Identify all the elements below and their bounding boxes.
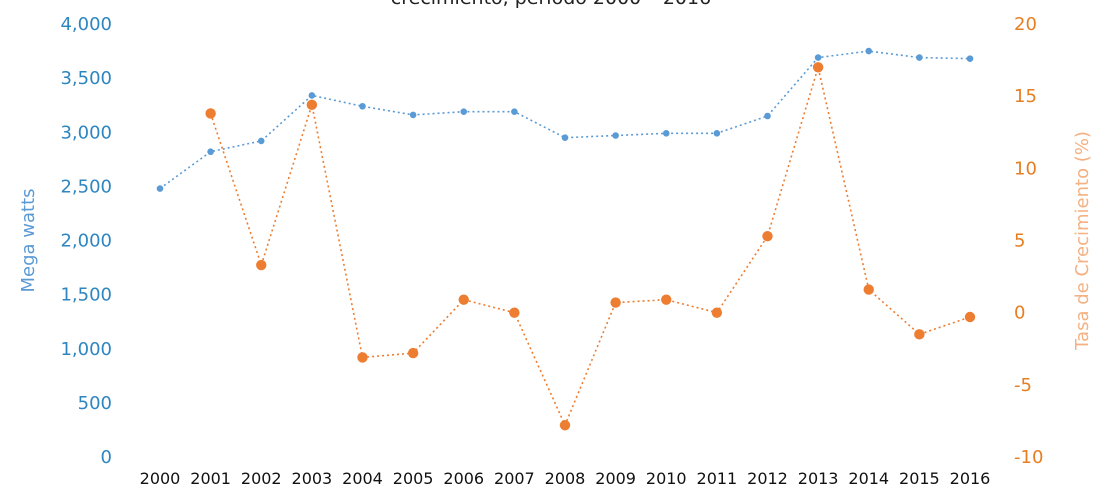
point-megawatts [814, 54, 822, 61]
point-megawatts [713, 130, 721, 137]
point-megawatts [207, 148, 214, 156]
series-points [156, 47, 976, 431]
y-tick-right-label: 10 [1014, 158, 1037, 179]
point-megawatts [409, 111, 417, 119]
point-growth-rate [964, 311, 976, 323]
point-growth-rate [610, 297, 621, 308]
y-axis-left-label: Mega watts [18, 188, 39, 292]
series-line-growth-rate [209, 64, 971, 428]
point-megawatts [308, 92, 316, 99]
x-tick-label: 2012 [747, 469, 788, 488]
point-megawatts [966, 55, 974, 62]
y-tick-right-label: 20 [1014, 14, 1037, 35]
y-tick-left-label: 3,000 [60, 122, 112, 143]
x-tick-label: 2006 [443, 469, 484, 488]
point-megawatts [764, 112, 771, 120]
x-tick-label: 2003 [292, 469, 333, 488]
point-growth-rate [357, 352, 368, 363]
y-tick-left-label: 4,000 [60, 14, 112, 35]
y-tick-left-label: 500 [78, 393, 112, 414]
x-tick-label: 2005 [393, 469, 434, 488]
point-growth-rate [509, 307, 520, 318]
y-tick-left-label: 1,500 [60, 285, 112, 306]
point-growth-rate [812, 62, 824, 73]
point-megawatts [612, 132, 619, 139]
series-lines [159, 50, 971, 428]
point-growth-rate [762, 230, 773, 242]
point-megawatts [257, 137, 265, 145]
x-tick-label: 2010 [646, 469, 687, 488]
x-tick-label: 2015 [899, 469, 940, 488]
x-axis-ticks: 2000 2001 2002 2003 2004 2005 2006 2007 2008 2009… [140, 469, 991, 488]
x-tick-label: 2001 [190, 469, 231, 488]
y-axis-right-label: Tasa de Crecimiento (%) [1072, 131, 1093, 351]
y-tick-right-label: -10 [1014, 447, 1043, 468]
y-axis-right-ticks: -10 -5 0 5 10 15 20 [1014, 14, 1043, 468]
point-megawatts [511, 108, 518, 115]
point-megawatts [359, 102, 366, 110]
point-growth-rate [661, 294, 672, 305]
y-tick-left-label: 1,000 [60, 339, 112, 360]
point-growth-rate [458, 294, 469, 305]
x-tick-label: 2000 [140, 469, 181, 488]
y-tick-right-label: 5 [1014, 231, 1025, 252]
y-axis-left-ticks: 0 500 1,000 1,500 2,000 2,500 3,000 3,500 4,000 [60, 14, 112, 468]
x-tick-label: 2009 [595, 469, 636, 488]
point-growth-rate [407, 347, 419, 359]
y-tick-left-label: 0 [101, 447, 112, 468]
series-line-megawatts [159, 50, 971, 190]
x-tick-label: 2014 [848, 469, 889, 488]
y-tick-right-label: 0 [1014, 303, 1025, 324]
point-megawatts [662, 130, 670, 137]
point-megawatts [156, 185, 164, 192]
y-tick-left-label: 3,500 [60, 68, 112, 89]
point-growth-rate [256, 259, 267, 271]
y-tick-right-label: 15 [1014, 86, 1037, 107]
point-growth-rate [306, 99, 318, 111]
x-tick-label: 2004 [342, 469, 383, 488]
point-growth-rate [205, 108, 216, 119]
point-growth-rate [914, 329, 925, 340]
x-tick-label: 2011 [697, 469, 738, 488]
x-tick-label: 2013 [798, 469, 839, 488]
point-growth-rate [711, 307, 723, 318]
x-tick-label: 2016 [950, 469, 991, 488]
point-megawatts [561, 134, 569, 141]
x-tick-label: 2002 [241, 469, 282, 488]
point-growth-rate [863, 284, 874, 295]
chart-title: crecimiento, periodo 2000 – 2016 [391, 0, 711, 9]
point-growth-rate [559, 420, 571, 431]
y-tick-left-label: 2,000 [60, 231, 112, 252]
point-megawatts [865, 47, 873, 55]
point-megawatts [460, 108, 468, 115]
y-tick-left-label: 2,500 [60, 176, 112, 197]
x-tick-label: 2007 [494, 469, 535, 488]
point-megawatts [916, 54, 923, 61]
y-tick-right-label: -5 [1014, 375, 1032, 396]
x-tick-label: 2008 [545, 469, 586, 488]
